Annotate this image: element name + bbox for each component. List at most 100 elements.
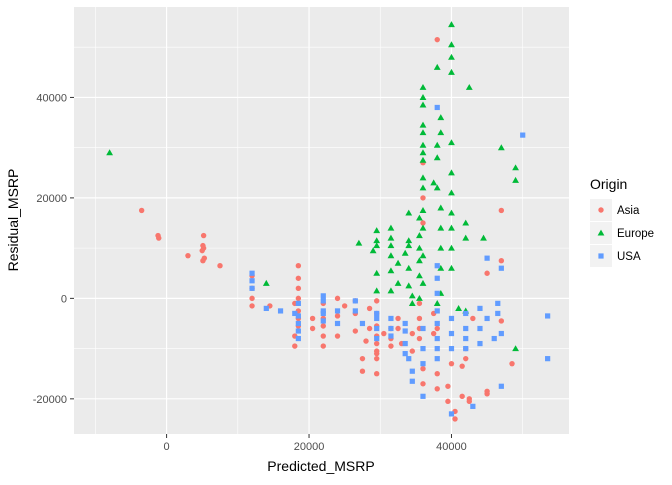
data-point-asia <box>498 257 505 264</box>
data-point-europe <box>430 179 438 186</box>
data-point-asia <box>445 383 451 389</box>
data-point-asia <box>341 303 348 309</box>
data-point-europe <box>416 294 423 301</box>
data-point-europe <box>419 94 427 100</box>
data-point-asia <box>466 398 472 405</box>
x-tick-label: 20000 <box>294 441 325 453</box>
data-point-asia <box>138 207 145 214</box>
data-point-asia <box>295 275 302 281</box>
legend-item-asia: Asia <box>590 199 640 221</box>
x-tick-label: 40000 <box>436 441 467 453</box>
data-point-europe <box>419 101 427 108</box>
data-point-asia <box>459 393 465 400</box>
data-point-asia <box>420 365 426 372</box>
data-point-usa <box>388 315 394 322</box>
data-point-europe <box>448 21 455 28</box>
data-point-asia <box>509 360 515 367</box>
data-point-europe <box>387 224 395 231</box>
data-point-asia <box>463 355 469 362</box>
data-point-europe <box>419 149 427 156</box>
y-tick-label: 40000 <box>36 92 67 104</box>
data-point-europe <box>448 209 455 216</box>
data-point-europe <box>405 282 413 289</box>
legend: Origin Asia Europe USA <box>590 176 654 267</box>
data-point-asia <box>434 325 440 332</box>
legend-item-usa: USA <box>590 245 641 267</box>
data-point-asia <box>309 325 316 332</box>
data-point-usa <box>320 298 326 304</box>
data-point-europe <box>448 189 455 196</box>
y-axis: -20000 0 20000 40000 <box>33 92 74 406</box>
data-point-asia <box>320 343 326 349</box>
data-point-europe <box>419 121 427 128</box>
legend-key-europe <box>597 229 605 236</box>
data-point-asia <box>156 235 162 241</box>
legend-label-usa: USA <box>617 251 641 263</box>
data-point-europe <box>419 279 427 286</box>
data-point-usa <box>420 361 426 367</box>
data-point-usa <box>448 346 455 352</box>
data-point-usa <box>374 325 380 332</box>
data-point-usa <box>495 300 501 306</box>
data-point-usa <box>448 411 455 417</box>
data-point-asia <box>373 340 380 347</box>
data-point-asia <box>420 381 426 387</box>
data-point-usa <box>498 383 504 389</box>
data-point-usa <box>420 393 426 399</box>
data-point-asia <box>434 36 440 43</box>
data-point-europe <box>416 257 423 264</box>
data-point-europe <box>448 139 455 146</box>
data-point-europe <box>373 237 381 244</box>
data-point-europe <box>497 144 505 151</box>
data-point-europe <box>405 264 413 271</box>
data-point-europe <box>408 292 416 299</box>
data-point-usa <box>402 351 408 357</box>
legend-title: Origin <box>590 176 627 192</box>
data-point-asia <box>359 368 366 374</box>
data-point-asia <box>420 220 426 226</box>
data-point-europe <box>262 279 270 286</box>
data-point-asia <box>416 335 423 342</box>
data-point-europe <box>387 242 395 249</box>
data-point-usa <box>477 305 483 312</box>
data-point-usa <box>334 320 341 327</box>
data-point-asia <box>295 295 302 302</box>
data-point-europe <box>433 154 441 161</box>
plot-panel <box>74 7 569 434</box>
data-point-asia <box>199 247 205 254</box>
grid-minor <box>74 7 569 434</box>
data-point-europe <box>512 176 519 183</box>
data-point-asia <box>249 295 255 302</box>
data-point-asia <box>409 330 416 337</box>
data-point-usa <box>374 315 380 322</box>
data-point-usa <box>388 333 394 339</box>
data-point-asia <box>430 330 437 337</box>
data-point-usa <box>295 335 301 342</box>
data-point-europe <box>373 287 381 294</box>
data-point-europe <box>437 204 445 211</box>
data-point-usa <box>249 285 255 291</box>
data-point-usa <box>352 298 358 304</box>
data-point-asia <box>395 315 401 322</box>
data-point-usa <box>334 308 341 314</box>
data-point-usa <box>545 313 551 319</box>
data-point-asia <box>420 195 426 201</box>
data-point-asia <box>185 252 191 259</box>
data-point-usa <box>434 263 440 269</box>
data-point-asia <box>498 318 505 324</box>
data-point-asia <box>366 325 373 332</box>
data-point-europe <box>419 174 427 181</box>
data-point-europe <box>416 244 423 251</box>
data-point-europe <box>387 287 395 294</box>
data-point-asia <box>381 330 387 337</box>
data-point-asia <box>448 360 455 367</box>
data-point-europe <box>419 141 427 148</box>
data-point-europe <box>373 269 381 276</box>
data-point-asia <box>200 257 206 264</box>
data-point-usa <box>320 293 326 299</box>
data-point-usa <box>484 255 490 261</box>
data-point-usa <box>249 270 255 276</box>
data-point-europe <box>437 129 445 136</box>
data-point-asia <box>498 207 505 214</box>
data-point-usa <box>277 308 284 314</box>
